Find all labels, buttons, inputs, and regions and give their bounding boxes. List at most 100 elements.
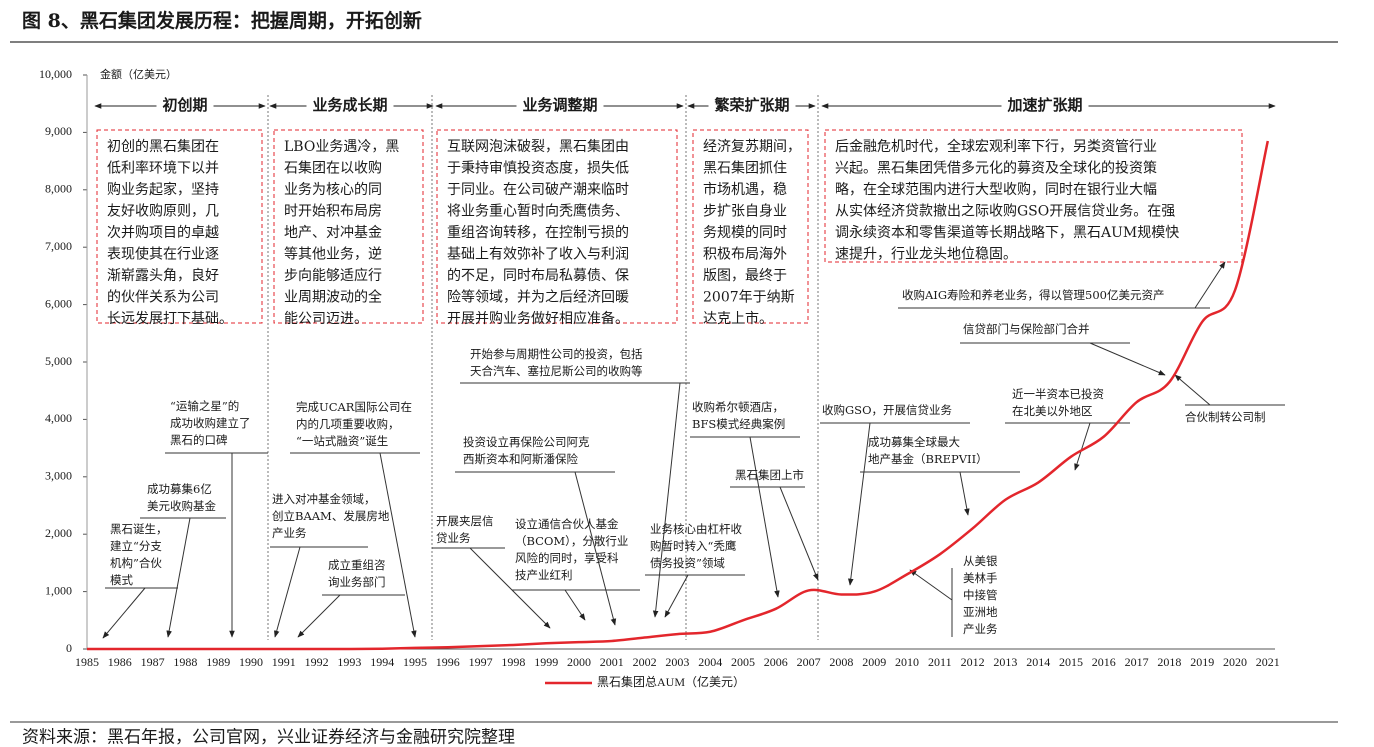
x-tick-label: 2013 xyxy=(993,655,1017,669)
note-text: 重组咨询转移，在控制亏损的 xyxy=(447,225,629,241)
event-arrow xyxy=(564,589,586,621)
event-arrow xyxy=(379,452,417,638)
event-text: 完成UCAR国际公司在 xyxy=(296,400,412,414)
event-arrow xyxy=(959,471,970,516)
note-text: 调永续资本和零售渠道等长期战略下，黑石AUM规模快 xyxy=(835,224,1179,241)
event-text: 投资设立再保险公司阿克 xyxy=(463,435,590,449)
note-box xyxy=(824,129,1243,263)
event-text: 风险的同时，享受科 xyxy=(515,551,619,565)
note-text: 业周期波动的全 xyxy=(284,289,382,306)
event-text: 收购GSO，开展信贷业务 xyxy=(822,403,952,417)
note-text: 次并购项目的卓越 xyxy=(107,225,219,241)
x-tick-label: 1988 xyxy=(173,655,197,669)
note-text: 于同业。在公司破产潮来临时 xyxy=(447,182,629,198)
x-tick-label: 1991 xyxy=(272,655,296,669)
y-tick-label: 4,000 xyxy=(45,411,72,425)
note-text: 兴起。黑石集团凭借多元化的募资及全球化的投资策 xyxy=(835,160,1157,177)
x-tick-label: 1989 xyxy=(206,655,230,669)
x-tick-label: 1994 xyxy=(370,655,394,669)
y-tick-label: 5,000 xyxy=(45,354,72,368)
event-arrow xyxy=(847,422,871,586)
event-text: 近一半资本已投资 xyxy=(1012,387,1104,401)
event-text: BFS模式经典案例 xyxy=(692,417,785,431)
event-text: 美元收购基金 xyxy=(147,499,216,513)
event-text: 内的几项重要收购， xyxy=(296,417,400,431)
event-arrow xyxy=(574,471,617,626)
event-arrow xyxy=(166,517,191,638)
note-text: 速提升，行业龙头地位稳固。 xyxy=(835,247,1017,263)
note-text: 的伙伴关系为公司 xyxy=(107,290,219,306)
event-arrow xyxy=(779,486,819,581)
event-text: 贷业务 xyxy=(436,531,471,545)
event-text: 合伙制转公司制 xyxy=(1185,410,1266,424)
phase-label: 初创期 xyxy=(162,96,207,114)
note-text: 购业务起家，坚持 xyxy=(107,181,219,198)
x-tick-label: 2005 xyxy=(731,655,755,669)
phase-label: 繁荣扩张期 xyxy=(713,96,789,114)
note-text: 的不足，同时布局私募债、保 xyxy=(447,268,629,284)
event-text: 亚洲地 xyxy=(963,605,998,619)
note-text: 基础上有效弥补了收入与利润 xyxy=(447,246,629,263)
note-text: 后金融危机时代，全球宏观利率下行，另类资管行业 xyxy=(835,138,1157,155)
note-text: 低利率环境下以并 xyxy=(107,160,219,177)
event-text: 成功收购建立了 xyxy=(170,416,251,430)
x-tick-label: 2009 xyxy=(862,655,886,669)
note-text: 业务为核心的同 xyxy=(284,182,382,198)
note-text: 时开始积布局房 xyxy=(284,204,382,220)
event-text: 业务核心由杠杆收 xyxy=(650,522,742,536)
x-tick-label: 2007 xyxy=(797,655,821,669)
note-text: 开展并购业务做好相应准备。 xyxy=(447,310,629,327)
event-text: 天合汽车、塞拉尼斯公司的收购等 xyxy=(470,364,643,378)
note-text: 经济复苏期间， xyxy=(703,138,801,155)
event-arrow xyxy=(664,574,689,618)
note-text: 石集团在以收购 xyxy=(284,160,382,177)
chart-title: 图 8、黑石集团发展历程：把握周期，开拓创新 xyxy=(22,9,422,32)
x-tick-label: 2017 xyxy=(1125,655,1149,669)
event-text: 收购AIG寿险和养老业务，得以管理500亿美元资产 xyxy=(902,288,1164,302)
x-tick-label: 1999 xyxy=(534,655,558,669)
x-tick-label: 2008 xyxy=(829,655,853,669)
y-tick-label: 3,000 xyxy=(45,469,72,483)
note-text: 地产、对冲基金 xyxy=(284,224,382,241)
y-tick-label: 6,000 xyxy=(45,296,72,310)
note-box xyxy=(692,129,809,324)
note-box xyxy=(96,129,263,324)
event-text: 机构”合伙 xyxy=(110,556,162,570)
event-text: 购暂时转入“秃鹰 xyxy=(650,539,736,553)
event-text: 美林手 xyxy=(963,571,998,585)
event-text: 西斯资本和阿斯潘保险 xyxy=(463,452,578,466)
event-text: 地产基金（BREPVII） xyxy=(868,452,988,466)
note-text: 务规模的同时 xyxy=(703,225,787,241)
note-text: LBO业务遇冷，黑 xyxy=(284,139,399,155)
x-tick-label: 1993 xyxy=(337,655,361,669)
note-text: 步扩张自身业 xyxy=(703,204,787,220)
event-arrow xyxy=(1074,422,1091,471)
x-tick-label: 2002 xyxy=(633,655,657,669)
note-text: 险等领域，并为之后经济回暖 xyxy=(447,289,629,306)
note-text: 长远发展打下基础。 xyxy=(107,310,233,327)
note-text: 将业务重心暂时向秃鹰债务、 xyxy=(447,204,629,220)
event-arrow xyxy=(1174,374,1211,406)
x-tick-label: 1997 xyxy=(469,655,493,669)
note-box xyxy=(273,129,424,324)
event-text: 设立通信合伙人基金 xyxy=(515,517,619,531)
x-tick-label: 2016 xyxy=(1092,655,1116,669)
y-tick-label: 2,000 xyxy=(45,526,72,540)
note-text: 表现使其在行业逐 xyxy=(107,246,219,263)
note-text: 版图，最终于 xyxy=(703,268,787,284)
note-text: 达克上市。 xyxy=(703,310,773,327)
y-tick-label: 7,000 xyxy=(45,239,72,253)
note-text: 市场机遇，稳 xyxy=(703,181,787,198)
x-tick-label: 2001 xyxy=(600,655,624,669)
event-text: 成功募集6亿 xyxy=(147,482,212,496)
y-axis-label: 金额（亿美元） xyxy=(100,67,177,81)
x-tick-label: 2012 xyxy=(961,655,985,669)
event-text: 产业务 xyxy=(272,526,307,540)
x-tick-label: 2011 xyxy=(928,655,952,669)
event-arrow xyxy=(909,569,953,601)
x-tick-label: 1995 xyxy=(403,655,427,669)
event-text: 黑石集团上市 xyxy=(735,468,804,482)
x-tick-label: 2014 xyxy=(1026,655,1050,669)
event-text: 技产业红利 xyxy=(515,568,573,582)
